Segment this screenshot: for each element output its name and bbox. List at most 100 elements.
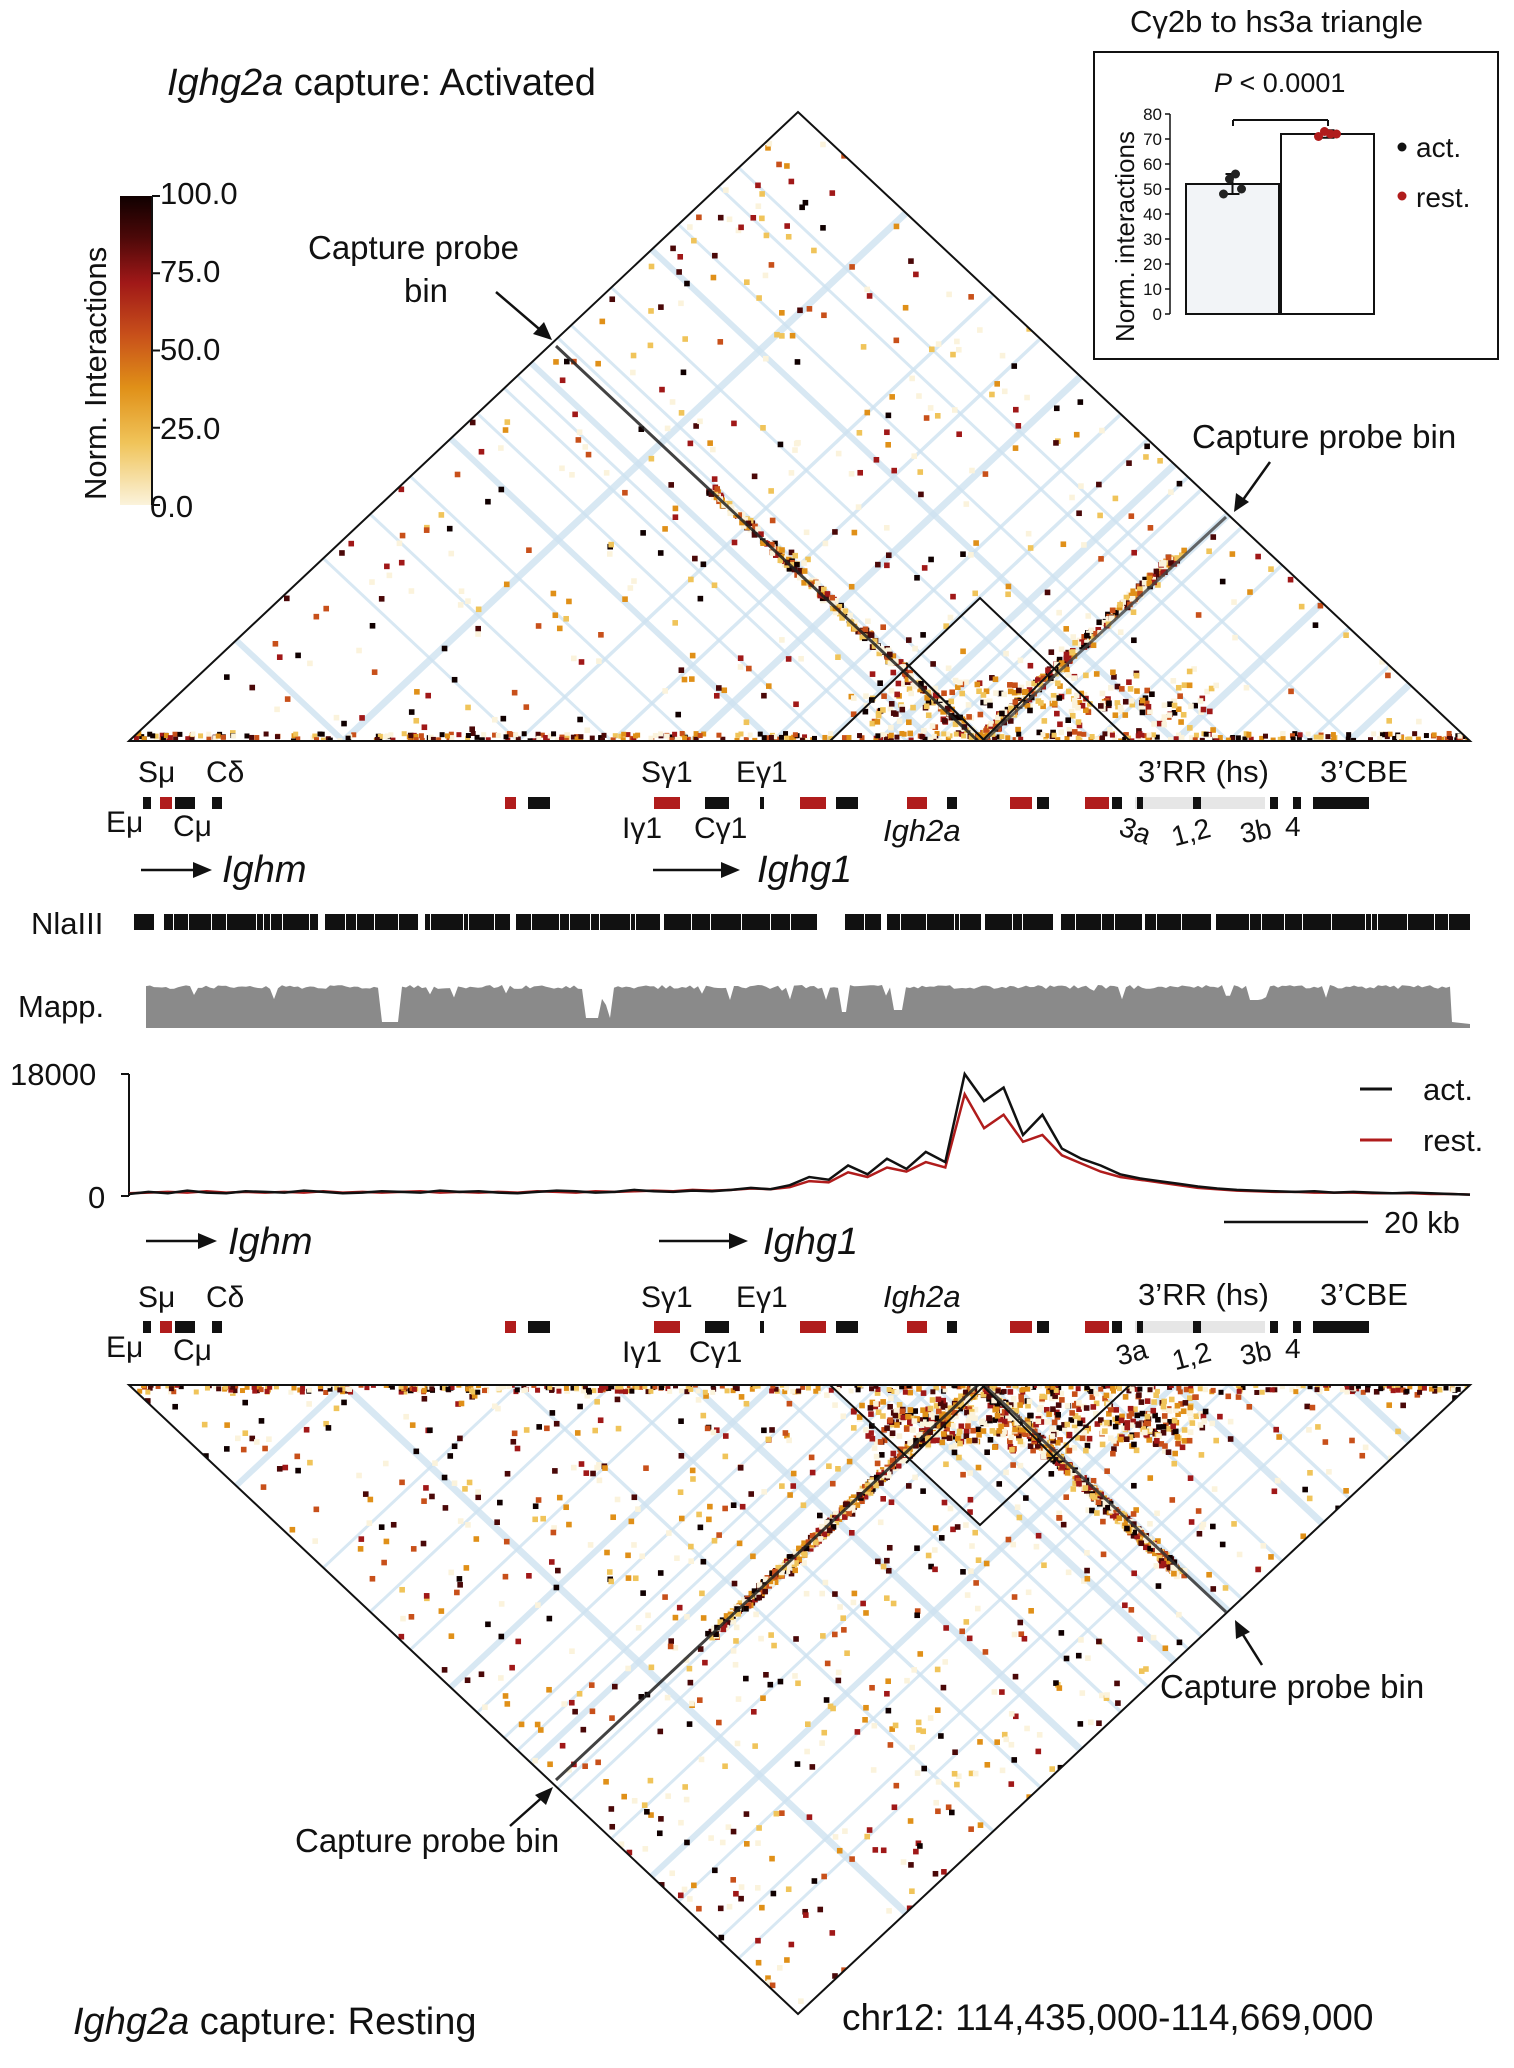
resting-pixel <box>1081 1578 1087 1584</box>
resting-pixel <box>1231 1521 1237 1527</box>
activated-pixel <box>1096 481 1102 488</box>
resting-diag-pixel <box>1019 1387 1025 1393</box>
resting-pixel <box>743 1811 750 1817</box>
label-rr-b: 3’RR (hs) <box>1138 1277 1269 1312</box>
inset-ytick-label: 10 <box>1143 280 1162 299</box>
resting-pixel <box>1343 1488 1349 1494</box>
resting-pixel <box>325 1425 332 1431</box>
resting-pixel <box>832 1402 838 1408</box>
resting-pixel <box>677 1892 684 1899</box>
resting-pixel <box>1084 1442 1091 1449</box>
activated-diag-pixel <box>620 737 626 741</box>
activated-diag-pixel <box>1446 730 1452 736</box>
activated-pixel <box>869 671 876 677</box>
gene-feature <box>143 1321 151 1333</box>
activated-diag-pixel <box>1307 738 1313 741</box>
resting-pixel <box>745 1603 752 1609</box>
activated-pixel <box>1268 566 1274 572</box>
resting-pixel <box>403 1413 409 1420</box>
resting-pixel <box>1087 1484 1094 1491</box>
activated-diag-pixel <box>1203 731 1209 737</box>
activated-pixel <box>399 532 406 539</box>
resting-pixel <box>1104 1692 1110 1698</box>
resting-stripe <box>516 1385 996 1834</box>
resting-pixel <box>462 1486 468 1492</box>
label-sg1-b: Sγ1 <box>641 1281 693 1314</box>
resting-diag-pixel <box>317 1385 323 1390</box>
resting-diag-pixel <box>652 1385 658 1390</box>
activated-pixel <box>1078 483 1084 489</box>
gene-feature <box>160 797 172 809</box>
resting-pixel <box>909 1888 915 1895</box>
resting-pixel <box>515 1638 522 1645</box>
resting-diag-pixel <box>1113 1385 1119 1390</box>
activated-diag-pixel <box>1248 736 1254 741</box>
resting-diag-pixel <box>836 1385 842 1389</box>
activated-pixel <box>677 254 684 260</box>
resting-pixel <box>454 1589 460 1596</box>
resting-pixel <box>722 1763 728 1770</box>
resting-diag-pixel <box>389 1385 395 1390</box>
activated-diag-pixel <box>1005 735 1011 741</box>
nlaiii-site <box>464 914 468 930</box>
activated-pixel <box>1031 680 1037 687</box>
label-cmu: Cμ <box>173 810 212 843</box>
nlaiii-site <box>845 914 864 930</box>
resting-pixel <box>706 1516 712 1523</box>
resting-pixel <box>873 1453 880 1460</box>
activated-pixel <box>833 597 839 604</box>
activated-pixel <box>1009 710 1015 716</box>
resting-pixel <box>846 1510 852 1517</box>
activated-pixel <box>535 623 542 629</box>
resting-diag-pixel <box>580 1388 586 1394</box>
activated-pixel <box>485 498 491 505</box>
resting-pixel <box>776 1965 783 1971</box>
resting-pixel <box>788 1570 795 1577</box>
resting-pixel <box>963 1619 970 1625</box>
activated-pixel <box>895 680 902 687</box>
resting-pixel <box>456 1576 463 1582</box>
activated-pixel <box>1312 622 1319 628</box>
resting-pixel <box>709 1634 716 1641</box>
activated-pixel <box>1232 634 1238 641</box>
resting-pixel <box>1000 1427 1007 1434</box>
resting-pixel <box>494 1519 500 1526</box>
resting-pixel <box>1019 1441 1026 1448</box>
resting-diag-pixel <box>456 1385 462 1388</box>
resting-pixel <box>801 1540 807 1546</box>
resting-pixel <box>1166 1408 1173 1414</box>
resting-pixel <box>708 1835 714 1841</box>
resting-pixel <box>369 1575 376 1582</box>
activated-pixel <box>1008 705 1014 712</box>
resting-pixel <box>1170 1564 1176 1571</box>
gene-feature <box>143 797 151 809</box>
resting-diag-pixel <box>556 1388 562 1394</box>
gene-feature <box>528 797 550 809</box>
resting-pixel <box>602 1465 608 1471</box>
activated-pixel <box>871 638 878 644</box>
activated-diag-pixel <box>206 731 212 737</box>
resting-pixel <box>972 1406 979 1413</box>
resting-pixel <box>526 1573 532 1579</box>
resting-pixel <box>928 1421 935 1427</box>
resting-pixel <box>877 1519 884 1526</box>
activated-diag-pixel <box>1431 732 1437 738</box>
activated-pixel <box>609 296 616 303</box>
activated-pixel <box>956 346 962 353</box>
activated-pixel <box>1024 394 1030 401</box>
activated-pixel <box>932 685 939 692</box>
resting-pixel <box>732 1661 739 1668</box>
resting-diag-pixel <box>1296 1385 1302 1389</box>
resting-pixel <box>908 1862 914 1868</box>
resting-pixel <box>863 1610 869 1616</box>
resting-diag-pixel <box>1001 1388 1007 1394</box>
resting-pixel <box>1180 1408 1187 1415</box>
resting-pixel <box>993 1430 999 1436</box>
resting-pixel <box>733 1638 739 1644</box>
activated-pixel <box>640 530 646 536</box>
activated-pixel <box>1012 699 1019 705</box>
activated-diag-pixel <box>570 734 576 740</box>
activated-pixel <box>786 556 792 563</box>
activated-pixel <box>1023 696 1030 702</box>
activated-pixel <box>421 724 428 731</box>
